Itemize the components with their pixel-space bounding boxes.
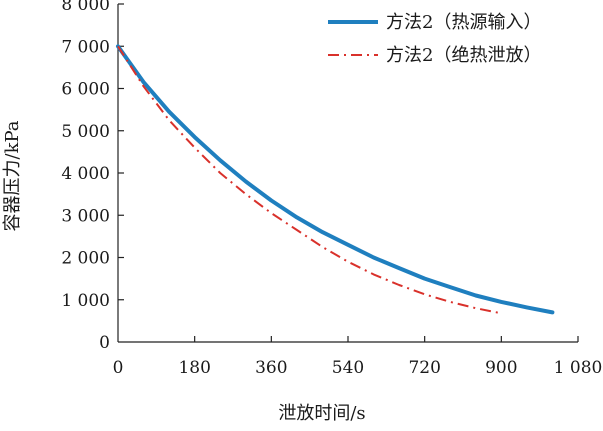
- series-line-2: [117, 45, 502, 315]
- y-tick-label: 3 000: [61, 206, 110, 226]
- x-tick-label: 1 080: [554, 358, 603, 378]
- legend-label-2: 方法2（绝热泄放）: [386, 45, 541, 66]
- y-tick-label: 0: [99, 333, 110, 353]
- x-axis-title: 泄放时间/s: [278, 403, 365, 424]
- x-tick-label: 360: [255, 358, 287, 378]
- plot-lines: [116, 44, 555, 315]
- x-tick-label: 900: [485, 358, 517, 378]
- y-tick-label: 1 000: [61, 291, 110, 311]
- y-tick-label: 5 000: [61, 122, 110, 142]
- x-tick-label: 720: [408, 358, 440, 378]
- x-tick-label: 180: [178, 358, 210, 378]
- x-tick-label: 0: [113, 358, 124, 378]
- series-line-1: [116, 44, 555, 315]
- y-tick-label: 7 000: [61, 37, 110, 57]
- y-axis-title: 容器压力/kPa: [2, 120, 23, 231]
- legend-label-1: 方法2（热源输入）: [386, 12, 541, 33]
- axes: 0 180 360 540 720 900 1 080 0 1 000 2 000 3 000 4 0…: [61, 0, 602, 378]
- y-tick-label: 8 000: [61, 0, 110, 15]
- legend: 方法2（热源输入） 方法2（绝热泄放）: [328, 12, 541, 66]
- y-tick-label: 2 000: [61, 249, 110, 269]
- y-tick-label: 4 000: [61, 164, 110, 184]
- y-tick-label: 6 000: [61, 80, 110, 100]
- x-tick-label: 540: [332, 358, 364, 378]
